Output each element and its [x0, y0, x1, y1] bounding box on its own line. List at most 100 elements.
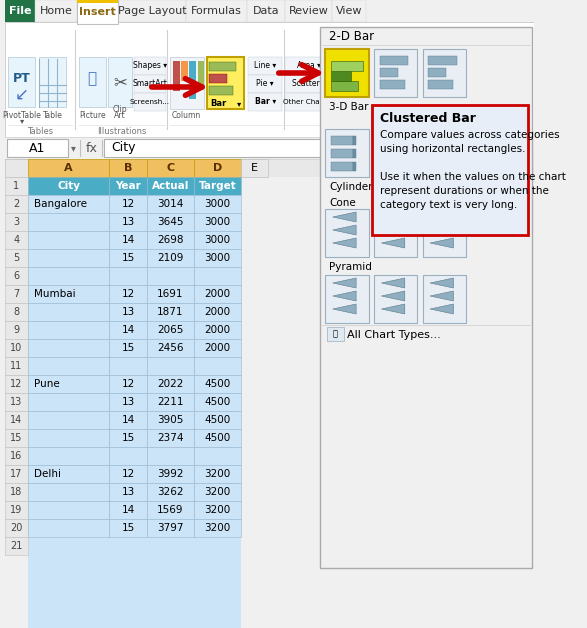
Polygon shape — [333, 225, 356, 235]
Bar — [28, 321, 109, 339]
Text: 2065: 2065 — [157, 325, 184, 335]
Bar — [5, 375, 28, 393]
Text: C: C — [167, 163, 174, 173]
Bar — [380, 68, 397, 77]
Bar — [147, 357, 194, 375]
Text: Pie ▾: Pie ▾ — [257, 80, 274, 89]
Polygon shape — [430, 225, 453, 235]
Bar — [401, 149, 405, 158]
Text: 12: 12 — [122, 379, 135, 389]
Bar — [401, 136, 405, 145]
Bar — [147, 483, 194, 501]
Bar — [401, 162, 405, 171]
Bar — [332, 0, 366, 22]
Text: 📊: 📊 — [333, 330, 338, 338]
Bar — [28, 213, 109, 231]
Bar — [5, 0, 534, 22]
Bar — [374, 129, 417, 177]
Bar — [194, 339, 241, 357]
Bar — [443, 57, 475, 109]
Text: 3200: 3200 — [204, 505, 231, 515]
Bar — [109, 321, 147, 339]
Bar — [147, 213, 194, 231]
Text: Scatter ▾: Scatter ▾ — [292, 80, 326, 89]
Text: A: A — [65, 163, 73, 173]
Text: Cone: Cone — [329, 198, 356, 208]
Text: 13: 13 — [122, 217, 135, 227]
Bar — [5, 339, 28, 357]
Bar — [209, 74, 227, 83]
Text: 3200: 3200 — [204, 523, 231, 533]
Text: Use it when the values on the chart: Use it when the values on the chart — [380, 172, 565, 182]
Bar — [194, 267, 241, 285]
Bar — [109, 249, 147, 267]
Text: 3797: 3797 — [157, 523, 184, 533]
Text: Pyramid: Pyramid — [329, 262, 372, 272]
Text: Formulas: Formulas — [191, 6, 242, 16]
Text: 4: 4 — [14, 235, 19, 245]
Text: 3200: 3200 — [204, 469, 231, 479]
Bar — [28, 375, 109, 393]
Bar — [5, 357, 28, 375]
Text: B: B — [124, 163, 132, 173]
Bar — [147, 519, 194, 537]
Text: Clip: Clip — [113, 104, 127, 114]
Bar — [28, 195, 109, 213]
Bar — [77, 0, 118, 3]
Polygon shape — [382, 225, 405, 235]
Bar — [147, 177, 194, 195]
Bar — [285, 93, 335, 111]
Text: Area ▾: Area ▾ — [297, 62, 321, 70]
Text: Home: Home — [40, 6, 73, 16]
Text: 14: 14 — [122, 325, 135, 335]
Bar — [429, 68, 446, 77]
Bar — [5, 429, 28, 447]
Bar — [109, 231, 147, 249]
Bar — [194, 393, 241, 411]
Bar — [326, 275, 369, 323]
Text: 12: 12 — [122, 289, 135, 299]
Bar — [194, 249, 241, 267]
Bar — [35, 0, 77, 22]
Bar — [147, 321, 194, 339]
Bar — [326, 209, 369, 257]
Text: ✂: ✂ — [113, 73, 127, 91]
Bar — [5, 465, 28, 483]
Bar — [247, 0, 285, 22]
Text: 13: 13 — [122, 487, 135, 497]
Text: H: H — [501, 163, 509, 173]
Text: Art: Art — [114, 111, 126, 119]
Text: Other Charts ▾: Other Charts ▾ — [283, 99, 335, 105]
Text: Delhi: Delhi — [33, 469, 60, 479]
Bar — [147, 375, 194, 393]
Bar — [109, 393, 147, 411]
Bar — [194, 519, 241, 537]
Bar — [198, 61, 204, 86]
Text: 2456: 2456 — [157, 343, 184, 353]
Text: SmartArt: SmartArt — [132, 80, 167, 89]
Bar — [134, 75, 166, 93]
Bar — [380, 149, 401, 158]
Text: 3645: 3645 — [157, 217, 184, 227]
Text: Bangalore: Bangalore — [33, 199, 86, 209]
Bar — [320, 27, 532, 568]
Text: 1: 1 — [14, 181, 19, 191]
Bar — [147, 429, 194, 447]
Bar — [109, 177, 147, 195]
Polygon shape — [382, 238, 405, 248]
Text: File: File — [9, 6, 31, 16]
Bar — [28, 177, 241, 628]
Bar — [209, 62, 237, 71]
Text: Column: Column — [412, 111, 441, 119]
Text: represent durations or when the: represent durations or when the — [380, 186, 548, 196]
Bar — [109, 411, 147, 429]
Bar — [194, 447, 241, 465]
Text: 12: 12 — [10, 379, 23, 389]
Polygon shape — [333, 278, 356, 288]
Bar — [194, 429, 241, 447]
Bar — [5, 537, 28, 555]
Bar — [5, 447, 28, 465]
Bar — [194, 195, 241, 213]
Bar — [194, 303, 241, 321]
Text: Illustrations: Illustrations — [97, 126, 147, 136]
